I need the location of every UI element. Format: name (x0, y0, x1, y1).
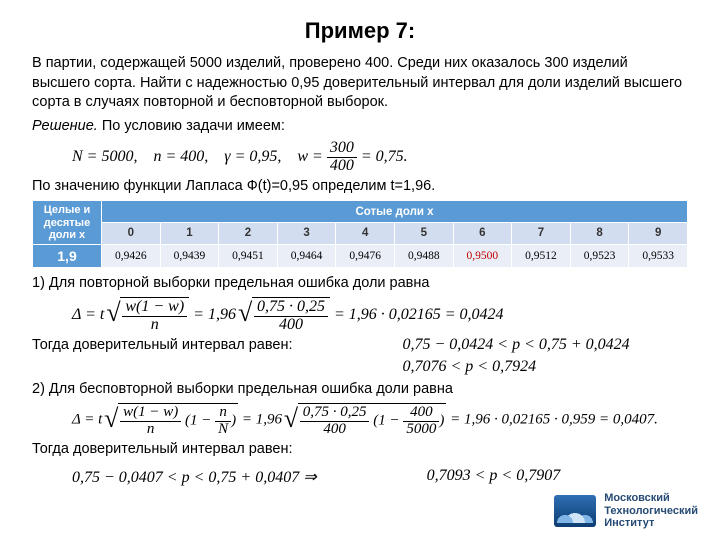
case2-ci-b: 0,7093 < p < 0,7907 (427, 467, 561, 487)
table-cell: 0,9451 (219, 244, 278, 267)
table-cell: 0,9500 (453, 244, 512, 267)
table-banner: Сотые доли x (102, 201, 688, 223)
table-cell: 0,9512 (512, 244, 571, 267)
case2-lead: 2) Для бесповторной выборки предельная о… (32, 380, 688, 400)
solution-cond: По условию задачи имеем: (102, 118, 285, 134)
table-cell: 0,9464 (277, 244, 336, 267)
page-title: Пример 7: (32, 18, 688, 44)
table-cell: 0,9439 (160, 244, 219, 267)
table-row-label: 1,9 (33, 244, 102, 267)
case1-lead: 1) Для повторной выборки предельная ошиб… (32, 274, 688, 294)
table-corner: Целые и десятые доли x (33, 201, 102, 244)
logo-text: Московский Технологический Институт (604, 492, 698, 530)
table-col: 7 (512, 223, 571, 245)
table-col: 6 (453, 223, 512, 245)
institute-logo: Московский Технологический Институт (554, 492, 698, 530)
case2-ci-a: 0,75 − 0,0407 < p < 0,75 + 0,0407 ⇒ (72, 467, 317, 487)
table-col: 8 (570, 223, 629, 245)
table-cell: 0,9426 (102, 244, 161, 267)
table-cell: 0,9476 (336, 244, 395, 267)
laplace-table: Целые и десятые доли x Сотые доли x 0123… (32, 200, 688, 267)
table-col: 5 (394, 223, 453, 245)
given-formula: N = 5000, n = 400, γ = 0,95, w = 300400 … (72, 140, 688, 175)
case2-ci-lead: Тогда доверительный интервал равен: (32, 440, 688, 460)
problem-text: В партии, содержащей 5000 изделий, прове… (32, 54, 688, 113)
table-col-headers: 0123456789 (33, 223, 688, 245)
laplace-line: По значению функции Лапласа Ф(t)=0,95 оп… (32, 177, 688, 197)
table-col: 3 (277, 223, 336, 245)
case1-ci-a: 0,75 − 0,0424 < p < 0,75 + 0,0424 (402, 336, 629, 354)
table-cell: 0,9488 (394, 244, 453, 267)
table-cell: 0,9533 (629, 244, 688, 267)
case2-formula: Δ = t w(1 − w)n (1 − nN) = 1,96 0,75 · 0… (72, 403, 688, 438)
table-col: 1 (160, 223, 219, 245)
table-col: 2 (219, 223, 278, 245)
table-row: 1,9 0,94260,94390,94510,94640,94760,9488… (33, 244, 688, 267)
table-col: 0 (102, 223, 161, 245)
table-col: 4 (336, 223, 395, 245)
case1-ci-lead: Тогда доверительный интервал равен: (32, 336, 292, 376)
table-col: 9 (629, 223, 688, 245)
solution-line: Решение. По условию задачи имеем: (32, 117, 688, 137)
case1-ci-b: 0,7076 < p < 0,7924 (402, 358, 629, 376)
logo-badge-icon (554, 495, 596, 527)
table-cell: 0,9523 (570, 244, 629, 267)
solution-word: Решение. (32, 118, 98, 134)
case1-formula: Δ = t w(1 − w)n = 1,96 0,75 · 0,25400 = … (72, 297, 688, 334)
